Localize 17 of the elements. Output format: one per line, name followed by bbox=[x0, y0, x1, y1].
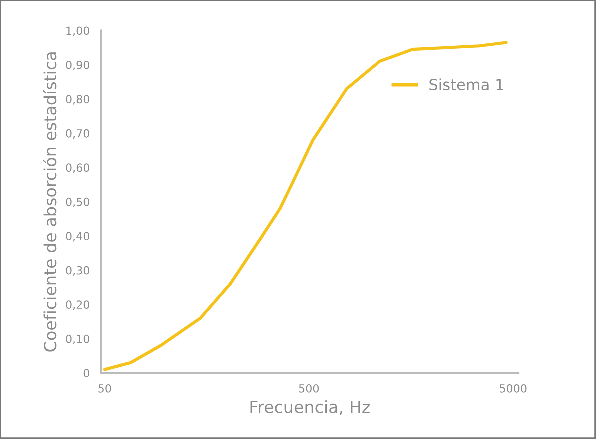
y-tick-label: 0,60 bbox=[66, 164, 90, 174]
y-tick-label: 0,80 bbox=[66, 95, 90, 105]
y-tick-label: 1,00 bbox=[66, 26, 90, 36]
x-tick-label: 50 bbox=[98, 384, 112, 393]
y-tick-label: 0,20 bbox=[66, 300, 90, 310]
y-tick-label: 0,90 bbox=[66, 60, 90, 70]
y-tick-label: 0,40 bbox=[66, 232, 90, 242]
x-axis-title: Frecuencia, Hz bbox=[250, 400, 370, 416]
legend-label: Sistema 1 bbox=[430, 78, 504, 91]
y-tick-label: 0,30 bbox=[66, 266, 90, 276]
y-tick-label: 0,70 bbox=[66, 129, 90, 139]
x-tick-label: 5000 bbox=[500, 384, 527, 393]
y-tick-label: 0 bbox=[84, 369, 90, 378]
y-tick-label: 0,10 bbox=[66, 334, 90, 344]
y-tick-label: 0,50 bbox=[66, 198, 90, 208]
x-tick-label: 500 bbox=[299, 384, 320, 393]
y-axis-title: Coeficiente de absorción estadística bbox=[43, 52, 57, 352]
